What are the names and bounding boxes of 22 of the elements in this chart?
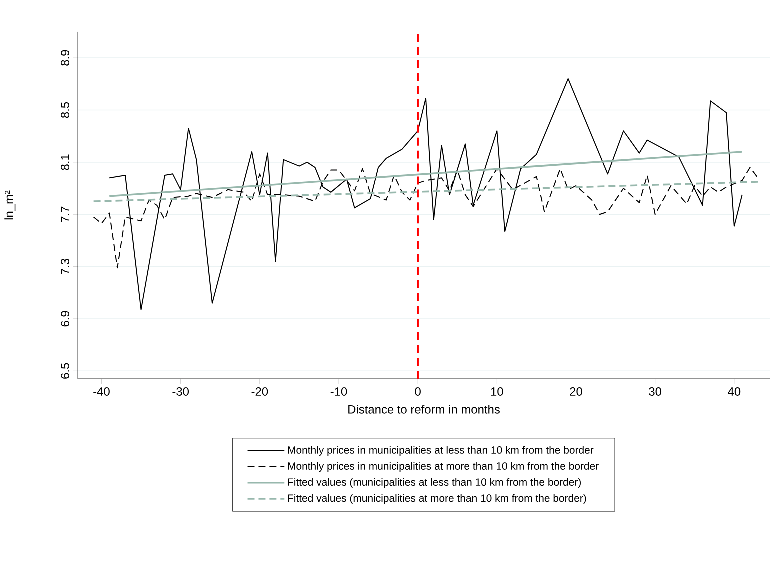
legend-label: Fitted values (municipalities at more than 10 km from the border)	[288, 494, 586, 504]
legend-label: Monthly prices in municipalities at less than 10 km from the border	[288, 446, 594, 456]
x-tick-label: 0	[415, 387, 421, 396]
y-tick-label: 7.7	[61, 206, 70, 222]
x-tick-label: 40	[728, 387, 741, 396]
legend-label: Monthly prices in municipalities at more than 10 km from the border	[288, 462, 599, 472]
x-tick-label: -10	[330, 387, 348, 396]
x-tick-label: 10	[491, 387, 504, 396]
x-axis-title: Distance to reform in months	[348, 405, 500, 414]
y-tick-label: 8.5	[61, 102, 70, 118]
y-tick-label: 6.9	[61, 311, 70, 327]
legend-label: Fitted values (municipalities at less than 10 km from the border)	[288, 478, 581, 488]
y-tick-label: 8.1	[61, 154, 70, 170]
x-tick-label: -40	[94, 387, 110, 396]
x-tick-label: -20	[252, 387, 268, 396]
x-tick-label: 30	[649, 387, 662, 396]
x-tick-label: -30	[172, 387, 189, 396]
y-axis-title: ln_m²	[4, 190, 16, 220]
x-tick-label: 20	[570, 387, 582, 396]
y-tick-label: 8.9	[61, 50, 70, 66]
y-tick-label: 6.5	[61, 363, 70, 379]
y-tick-label: 7.3	[61, 259, 70, 274]
